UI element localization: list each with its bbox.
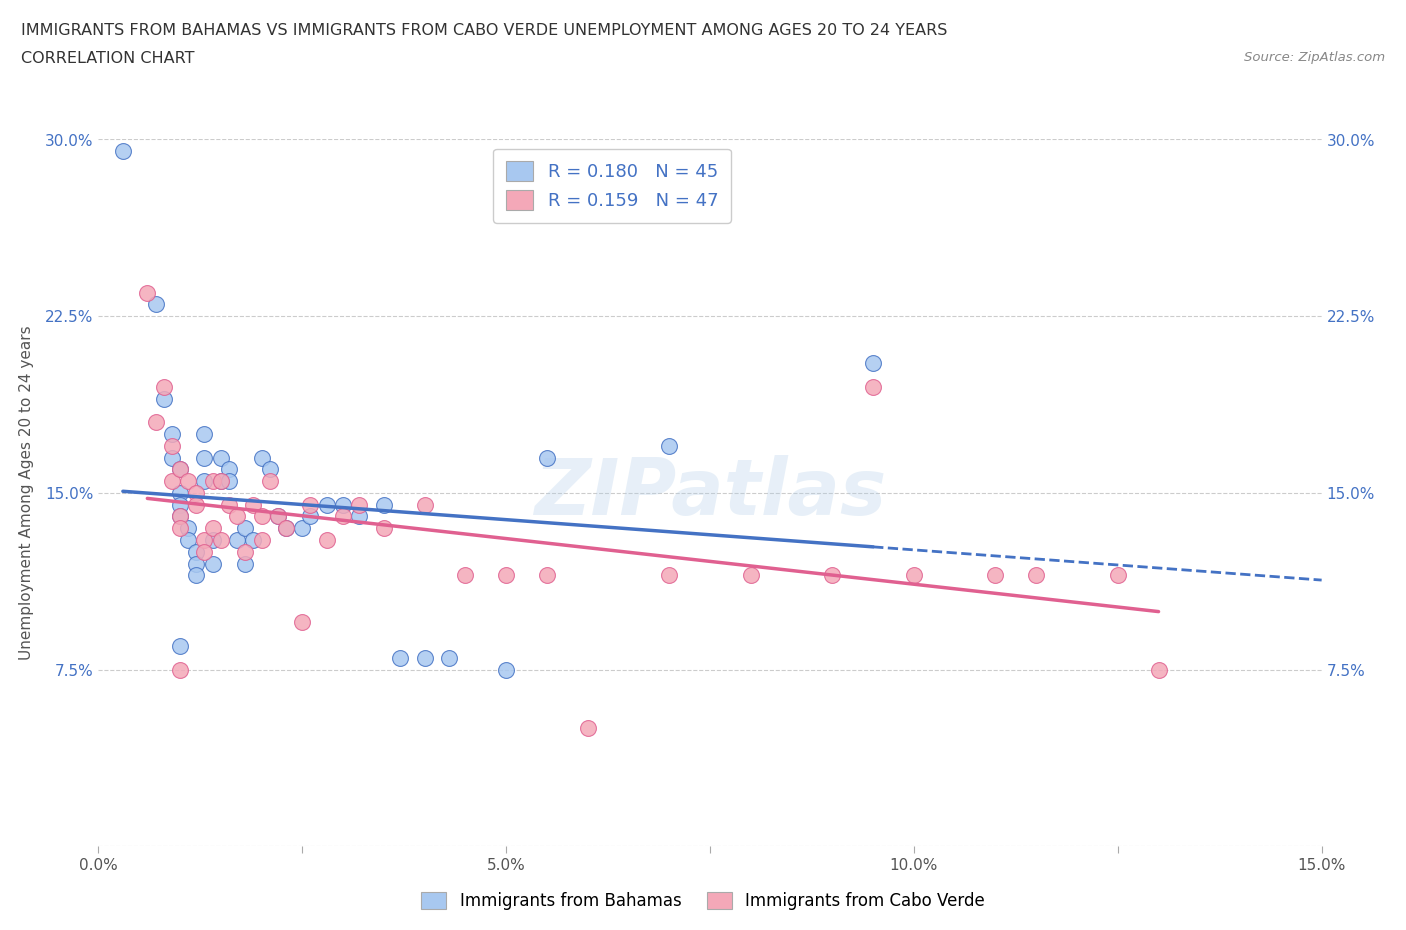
Point bbox=[658, 568, 681, 583]
Point bbox=[233, 521, 256, 536]
Point bbox=[201, 473, 224, 488]
Point bbox=[226, 509, 249, 524]
Point bbox=[740, 568, 762, 583]
Point bbox=[186, 568, 208, 583]
Point bbox=[274, 521, 297, 536]
Point bbox=[177, 473, 200, 488]
Point bbox=[536, 450, 558, 465]
Point bbox=[299, 498, 322, 512]
Point bbox=[267, 509, 290, 524]
Point bbox=[233, 556, 256, 571]
Point bbox=[495, 662, 517, 677]
Point bbox=[209, 450, 232, 465]
Point bbox=[169, 462, 191, 477]
Point bbox=[169, 498, 191, 512]
Point bbox=[177, 521, 200, 536]
Point bbox=[349, 509, 371, 524]
Point bbox=[259, 462, 281, 477]
Point bbox=[169, 509, 191, 524]
Point bbox=[169, 639, 191, 654]
Point bbox=[169, 462, 191, 477]
Point bbox=[291, 521, 314, 536]
Point bbox=[193, 544, 215, 559]
Point bbox=[1147, 662, 1170, 677]
Point bbox=[160, 450, 183, 465]
Point bbox=[536, 568, 558, 583]
Point bbox=[145, 415, 167, 430]
Point bbox=[315, 533, 337, 548]
Point bbox=[193, 533, 215, 548]
Point bbox=[193, 450, 215, 465]
Point bbox=[259, 473, 281, 488]
Point bbox=[201, 556, 224, 571]
Point bbox=[821, 568, 844, 583]
Point bbox=[389, 650, 412, 665]
Point bbox=[145, 297, 167, 312]
Text: Source: ZipAtlas.com: Source: ZipAtlas.com bbox=[1244, 51, 1385, 64]
Point bbox=[186, 556, 208, 571]
Point bbox=[218, 473, 240, 488]
Text: CORRELATION CHART: CORRELATION CHART bbox=[21, 51, 194, 66]
Point bbox=[267, 509, 290, 524]
Point bbox=[413, 650, 436, 665]
Point bbox=[201, 521, 224, 536]
Point bbox=[193, 473, 215, 488]
Point bbox=[186, 485, 208, 500]
Point bbox=[315, 498, 337, 512]
Point bbox=[576, 721, 599, 736]
Point bbox=[209, 473, 232, 488]
Point bbox=[242, 498, 264, 512]
Point bbox=[193, 427, 215, 442]
Point bbox=[373, 498, 395, 512]
Point bbox=[862, 379, 884, 394]
Point bbox=[658, 438, 681, 453]
Point bbox=[136, 286, 159, 300]
Point bbox=[299, 509, 322, 524]
Point bbox=[186, 498, 208, 512]
Point bbox=[291, 615, 314, 630]
Point bbox=[984, 568, 1007, 583]
Point bbox=[862, 356, 884, 371]
Point bbox=[201, 533, 224, 548]
Point bbox=[903, 568, 925, 583]
Point bbox=[250, 450, 273, 465]
Point bbox=[274, 521, 297, 536]
Point bbox=[169, 521, 191, 536]
Point bbox=[454, 568, 477, 583]
Point bbox=[242, 533, 264, 548]
Legend: Immigrants from Bahamas, Immigrants from Cabo Verde: Immigrants from Bahamas, Immigrants from… bbox=[415, 885, 991, 917]
Point bbox=[152, 379, 174, 394]
Legend: R = 0.180   N = 45, R = 0.159   N = 47: R = 0.180 N = 45, R = 0.159 N = 47 bbox=[494, 149, 731, 222]
Point bbox=[495, 568, 517, 583]
Point bbox=[218, 462, 240, 477]
Text: ZIPatlas: ZIPatlas bbox=[534, 455, 886, 531]
Point bbox=[160, 427, 183, 442]
Point bbox=[373, 521, 395, 536]
Point bbox=[169, 485, 191, 500]
Point bbox=[349, 498, 371, 512]
Point bbox=[160, 473, 183, 488]
Text: IMMIGRANTS FROM BAHAMAS VS IMMIGRANTS FROM CABO VERDE UNEMPLOYMENT AMONG AGES 20: IMMIGRANTS FROM BAHAMAS VS IMMIGRANTS FR… bbox=[21, 23, 948, 38]
Point bbox=[169, 662, 191, 677]
Point bbox=[186, 544, 208, 559]
Point bbox=[250, 509, 273, 524]
Point bbox=[250, 533, 273, 548]
Point bbox=[111, 144, 134, 159]
Point bbox=[160, 438, 183, 453]
Point bbox=[209, 473, 232, 488]
Point bbox=[152, 392, 174, 406]
Point bbox=[169, 509, 191, 524]
Point bbox=[209, 533, 232, 548]
Point bbox=[1025, 568, 1047, 583]
Point bbox=[332, 509, 354, 524]
Point bbox=[233, 544, 256, 559]
Y-axis label: Unemployment Among Ages 20 to 24 years: Unemployment Among Ages 20 to 24 years bbox=[18, 326, 34, 660]
Point bbox=[177, 533, 200, 548]
Point bbox=[413, 498, 436, 512]
Point bbox=[332, 498, 354, 512]
Point bbox=[226, 533, 249, 548]
Point bbox=[437, 650, 460, 665]
Point bbox=[1107, 568, 1129, 583]
Point bbox=[218, 498, 240, 512]
